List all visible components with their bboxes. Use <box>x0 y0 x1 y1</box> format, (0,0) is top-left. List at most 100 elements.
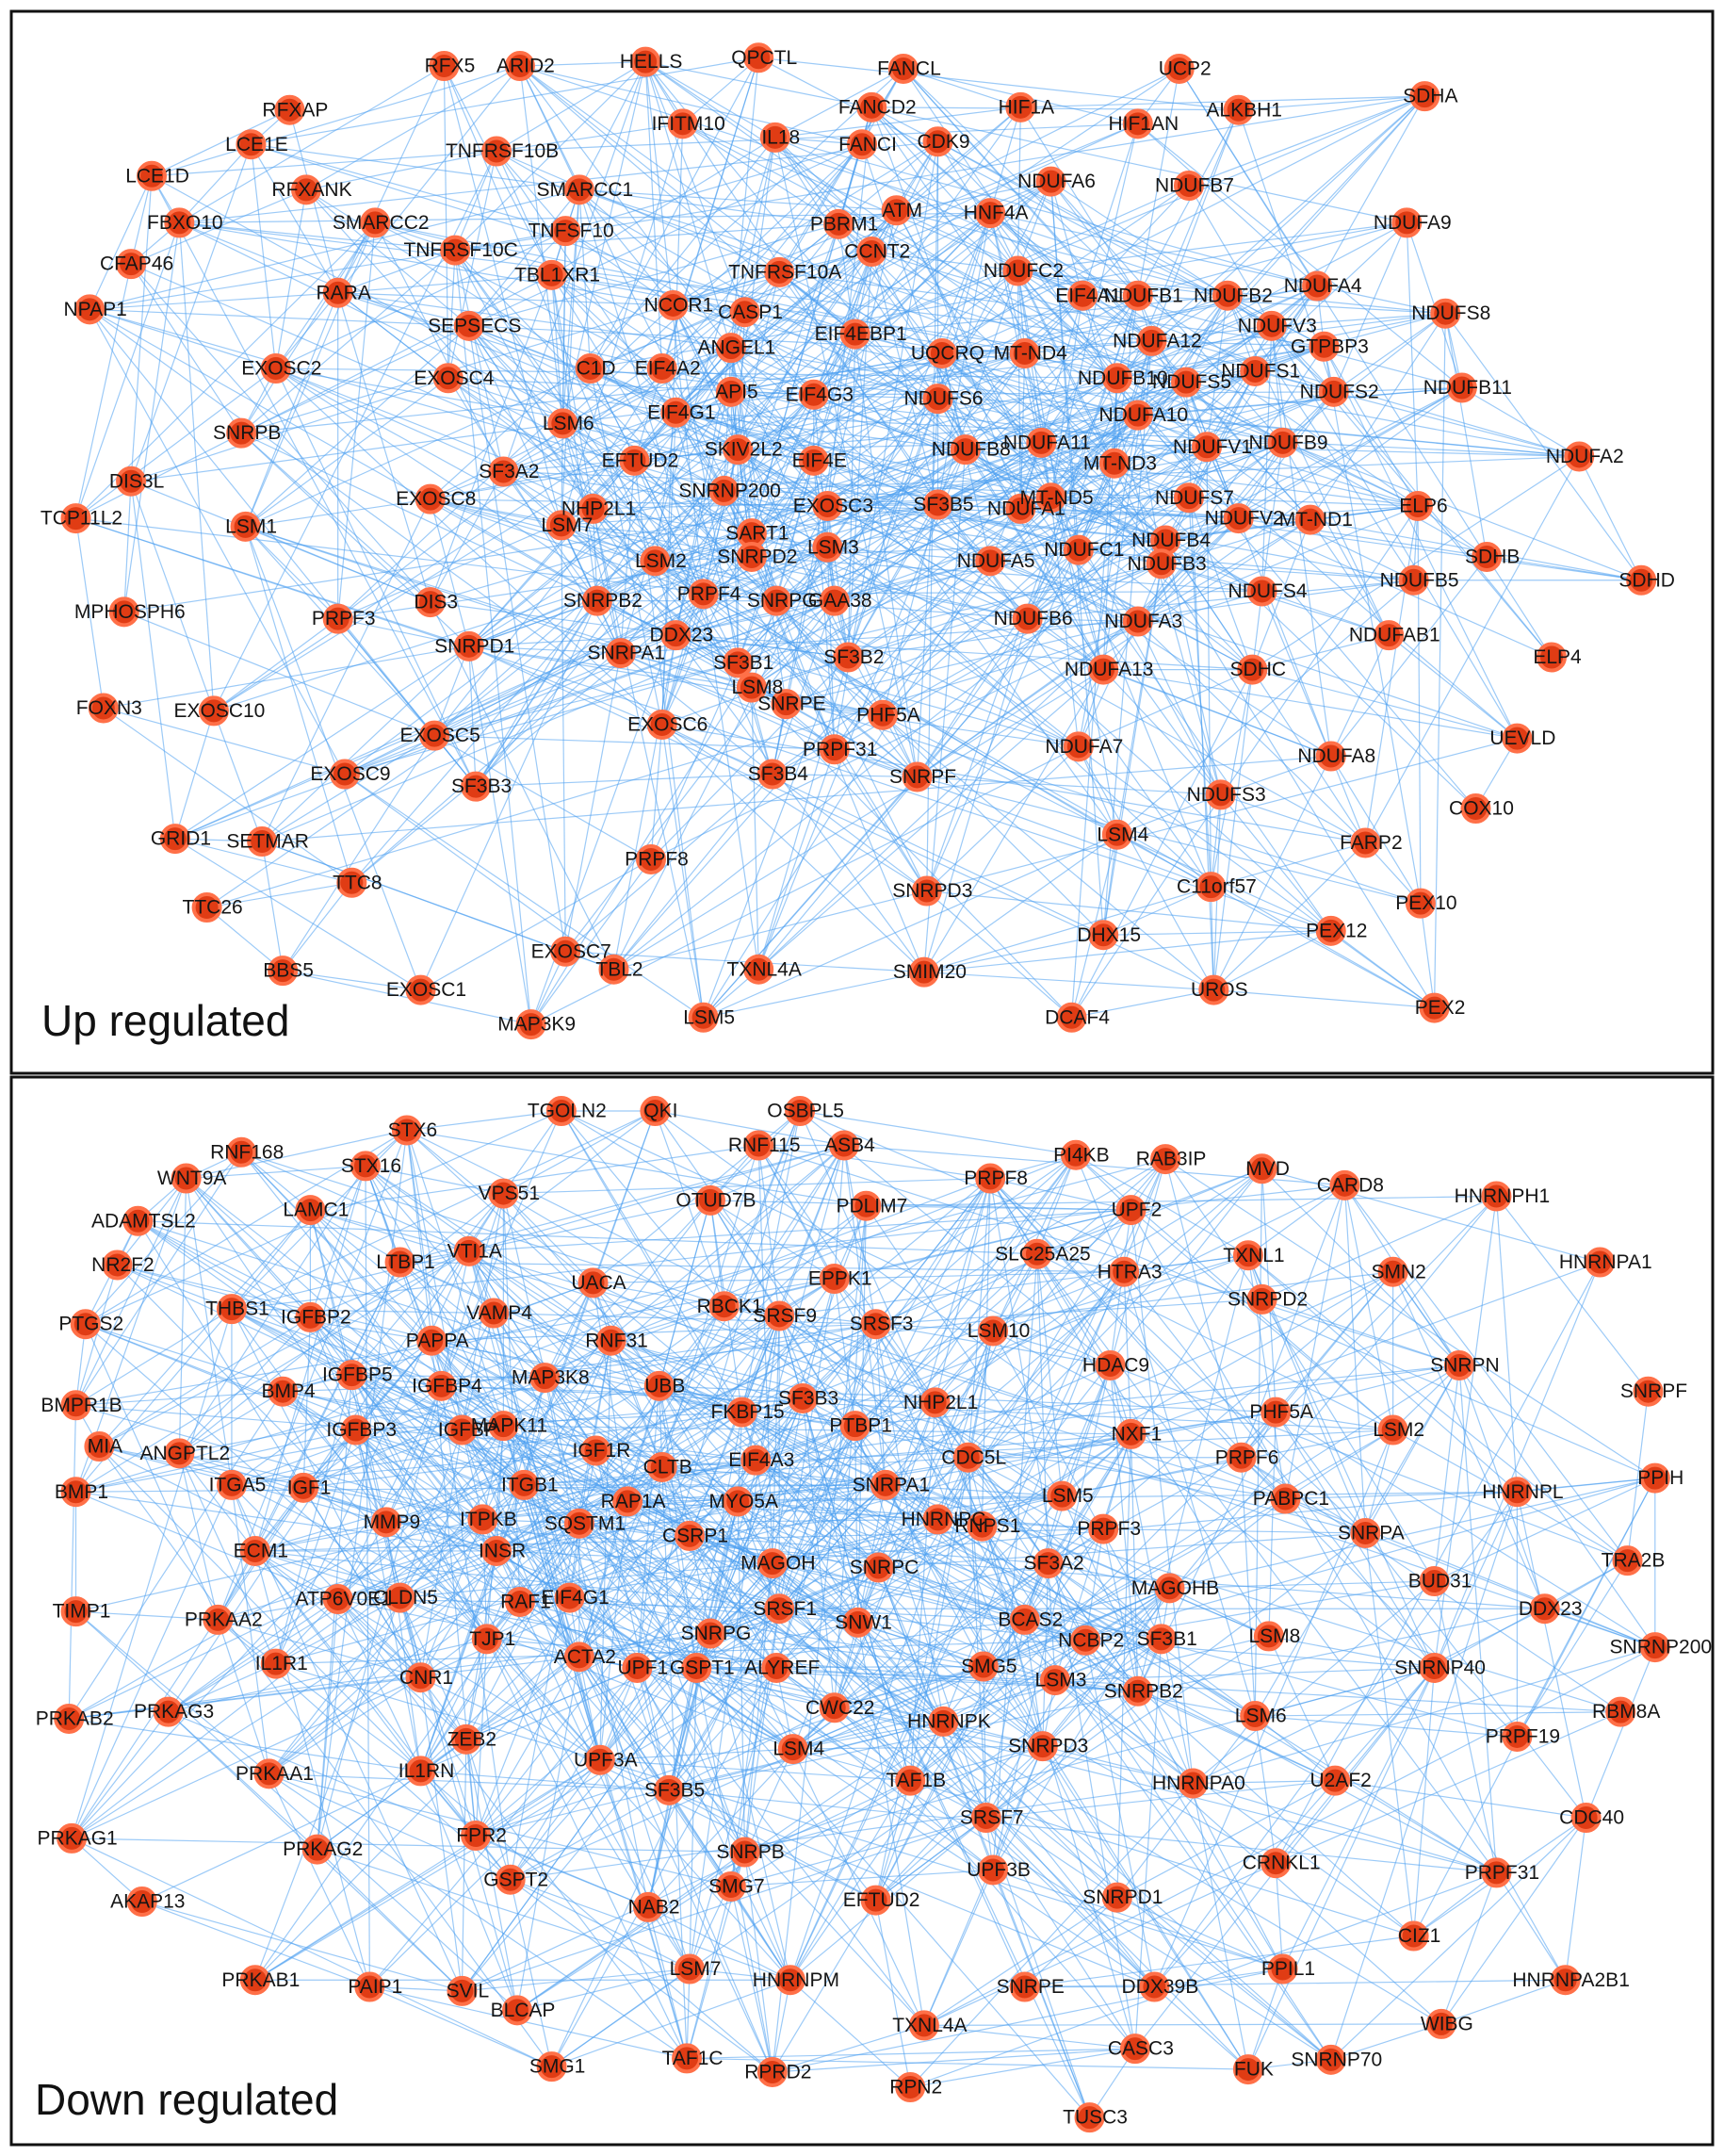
gene-label: LSM6 <box>1235 1706 1287 1727</box>
edge <box>1116 580 1414 836</box>
gene-node <box>1035 166 1066 197</box>
edge <box>1392 1364 1460 1430</box>
edge <box>875 1323 936 1403</box>
edge <box>123 611 435 737</box>
edge <box>151 150 497 177</box>
gene-label: THBS1 <box>205 1298 269 1320</box>
edge <box>117 1265 488 1640</box>
gene-label: ITGA5 <box>209 1474 267 1495</box>
gene-label: SF3B1 <box>1137 1628 1197 1650</box>
gene-node <box>1012 603 1043 634</box>
edge <box>737 140 939 450</box>
edge <box>302 1487 422 1678</box>
edge <box>800 1110 1077 1156</box>
edge <box>827 295 1083 507</box>
gene-node <box>926 338 957 369</box>
gene-node <box>1402 490 1433 521</box>
gene-label: HNRNPL <box>1482 1481 1563 1503</box>
edge <box>613 890 927 971</box>
edge <box>757 449 967 970</box>
edge <box>751 508 1021 689</box>
edge <box>1261 1298 1460 1366</box>
gene-node <box>759 122 790 153</box>
gene-label: MT-ND3 <box>1083 452 1157 474</box>
gene-node <box>1419 992 1450 1023</box>
edge <box>1330 1492 1518 2061</box>
edge <box>1251 669 1366 843</box>
edge <box>1193 1608 1545 1785</box>
gene-label: PDLIM7 <box>836 1195 907 1217</box>
edge <box>365 1165 739 1502</box>
gene-label: NDUFS6 <box>904 388 984 410</box>
edge <box>1109 1364 1249 2070</box>
edge <box>141 1901 463 1992</box>
gene-label: NDUFS7 <box>1155 487 1234 509</box>
gene-label: CRNKL1 <box>1243 1853 1321 1874</box>
edge <box>1024 1619 1139 1692</box>
edge <box>637 1622 858 1669</box>
gene-node <box>336 867 367 898</box>
edge <box>627 1484 886 1503</box>
edge <box>730 251 872 393</box>
edge <box>989 1178 1366 1534</box>
gene-node <box>708 1291 740 1322</box>
gene-node <box>1122 606 1153 637</box>
edge <box>741 1209 1131 1413</box>
edge <box>231 1308 495 1315</box>
edge <box>1271 325 1284 443</box>
edge <box>620 620 1138 654</box>
edge <box>1048 1562 1163 1640</box>
edge <box>468 1250 611 1342</box>
edge <box>1078 549 1414 581</box>
edge <box>1070 669 1253 1019</box>
edge <box>909 1640 1086 1782</box>
gene-label: IGFBP2 <box>281 1306 351 1328</box>
edge <box>1085 1640 1435 1669</box>
edge <box>578 189 592 369</box>
edge <box>772 774 928 892</box>
gene-label: QKI <box>643 1101 677 1122</box>
edge <box>510 1879 553 2067</box>
edge <box>174 838 421 991</box>
edge <box>655 503 938 562</box>
edge <box>709 1200 836 1280</box>
gene-label: PRPF3 <box>312 608 376 629</box>
edge <box>245 526 422 990</box>
gene-node <box>1398 564 1429 596</box>
edge <box>593 1282 660 1387</box>
edge <box>799 1110 1656 1479</box>
edge <box>741 1412 1270 1637</box>
edge <box>578 1656 835 1708</box>
edge <box>1137 415 1580 458</box>
gene-label: NDUFA2 <box>1546 446 1624 467</box>
gene-label: SMIM20 <box>893 961 967 983</box>
gene-label: UBB <box>644 1375 685 1396</box>
edge <box>578 1523 691 1537</box>
edge <box>689 1535 794 1750</box>
edge <box>1271 325 1332 757</box>
edge <box>878 1566 1086 1642</box>
gene-label: INSR <box>479 1541 526 1562</box>
edge <box>305 150 497 190</box>
edge <box>344 600 777 776</box>
edge <box>885 1484 1063 1497</box>
edge <box>923 1862 1277 2026</box>
edge <box>709 1566 879 1635</box>
edge <box>594 1450 791 1981</box>
gene-label: RARA <box>317 282 371 303</box>
gene-label: FANCD2 <box>838 96 917 118</box>
edge <box>302 1316 311 1488</box>
edge <box>130 377 448 482</box>
edge <box>755 1460 1026 1621</box>
edge <box>1102 517 1240 671</box>
gene-node <box>1329 1169 1360 1200</box>
edge <box>1495 1872 1567 1981</box>
gene-node <box>1460 793 1491 824</box>
edge <box>1024 1979 1566 1988</box>
edge <box>551 1667 777 2067</box>
edge <box>689 1968 790 1981</box>
gene-node <box>839 318 870 350</box>
gene-label: SEPSECS <box>428 315 521 336</box>
gene-label: NDUFC1 <box>1044 539 1124 561</box>
gene-node <box>577 493 609 524</box>
